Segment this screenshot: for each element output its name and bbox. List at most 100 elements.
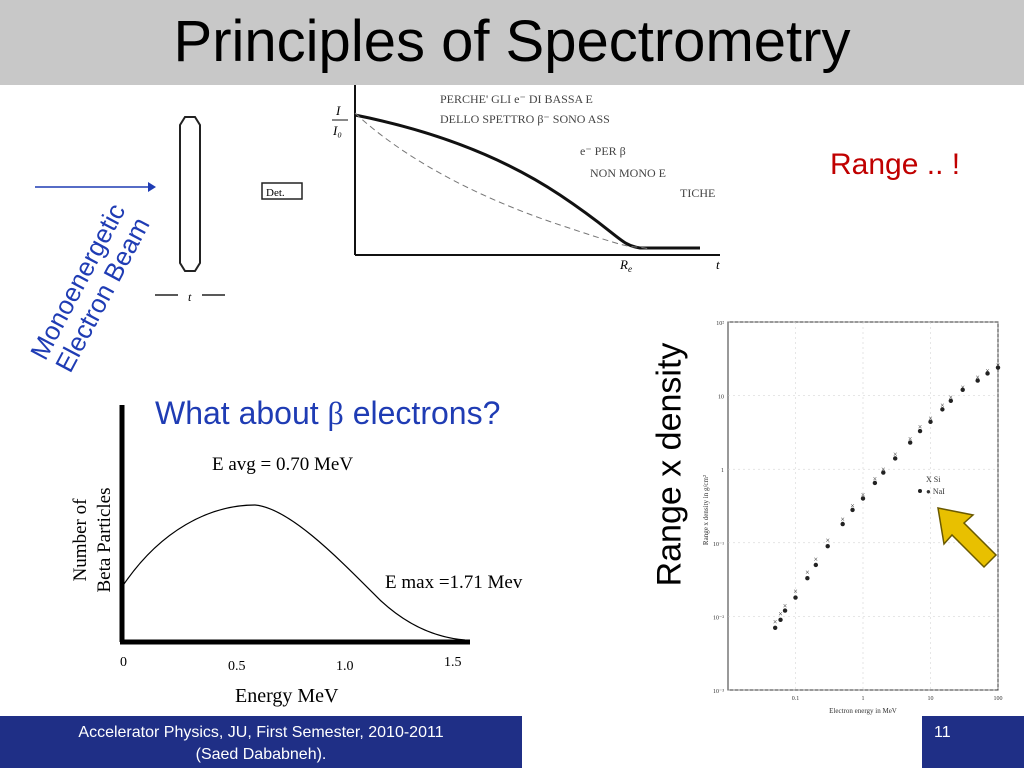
- nai-point: [840, 521, 845, 527]
- si-point: ×: [940, 401, 945, 410]
- range-note: Range .. !: [830, 148, 961, 181]
- pointer-arrow: [937, 507, 998, 569]
- si-point: ×: [908, 435, 913, 444]
- si-point: ×: [814, 555, 819, 564]
- y-tick-label: 1: [721, 468, 724, 474]
- si-point: ×: [793, 587, 798, 596]
- nai-point: [907, 440, 913, 445]
- tick-label: 1.0: [336, 659, 354, 674]
- exponential-curve: [354, 112, 651, 250]
- e-max-label: E max =1.71 Mev: [385, 572, 523, 593]
- slide-title: Principles of Spectrometry: [173, 9, 851, 74]
- y-tick-label: 10⁻¹: [713, 542, 724, 548]
- y-tick-label: 10⁻²: [713, 615, 724, 621]
- footer: Accelerator Physics, JU, First Semester,…: [0, 716, 522, 768]
- range-density-label: Range x density: [650, 342, 689, 587]
- si-point: ×: [873, 474, 878, 483]
- note-line: NON MONO E: [590, 166, 666, 180]
- si-point: ×: [773, 618, 778, 627]
- nai-point: [995, 365, 1001, 370]
- absorber-slab: [179, 116, 201, 272]
- handwritten-notes: PERCHE' GLI e⁻ DI BASSA E DELLO SPETTRO …: [440, 92, 715, 200]
- si-point: ×: [850, 502, 855, 511]
- beta-question: What about β electrons?: [155, 395, 501, 431]
- chart-xlabel: Electron energy in MeV: [829, 707, 897, 715]
- transmission-curve: [354, 113, 700, 250]
- si-point: ×: [778, 609, 783, 618]
- detector-box: [261, 182, 303, 200]
- si-point: ×: [825, 536, 830, 545]
- nai-point: [813, 562, 819, 568]
- spectrum-y-label-1: Number of: [70, 498, 91, 582]
- si-point: ×: [893, 450, 898, 459]
- si-point: ×: [928, 414, 933, 423]
- nai-point: [985, 371, 990, 376]
- transmission-sketch: t Det. I I₀ Re t PERCHE' GLI e⁻ DI BASSA…: [35, 85, 720, 304]
- y-tick-label: 10²: [716, 321, 724, 327]
- note-line: e⁻ PER β: [580, 144, 626, 158]
- beta-symbol: β: [327, 395, 344, 431]
- y-tick-label: 10: [718, 395, 724, 401]
- si-point: ×: [783, 602, 788, 611]
- y-tick-label: 10⁻³: [713, 689, 724, 695]
- nai-point: [960, 387, 965, 392]
- thickness-label: t: [188, 290, 192, 304]
- x-tick-label: 10: [928, 696, 934, 702]
- spectrum-curve: [121, 504, 466, 641]
- x-label-t: t: [716, 257, 720, 272]
- tick-label: 0: [120, 655, 127, 670]
- nai-point: [975, 378, 980, 383]
- tick-label: 0.5: [228, 659, 246, 674]
- nai-point: [860, 496, 866, 501]
- chart-marks: ××××××××××××××××××××××: [772, 361, 1001, 631]
- beta-spectrum: Number of Beta Particles E avg = 0.70 Me…: [70, 405, 523, 707]
- nai-point: [850, 507, 855, 513]
- spectrum-y-label-2: Beta Particles: [94, 488, 115, 593]
- nai-point: [893, 456, 898, 461]
- si-point: ×: [861, 491, 866, 500]
- nai-point: [928, 419, 933, 425]
- si-point: ×: [975, 373, 980, 382]
- beam-arrowhead: [148, 182, 156, 192]
- chart-ticks: 10⁻³ 10⁻² 10⁻¹ 1 10 10² 0.1 1 10 100: [713, 321, 1002, 702]
- x-tick-label: 1: [862, 696, 865, 702]
- nai-point: [825, 543, 830, 549]
- nai-point: [772, 625, 778, 631]
- chart-grid: [728, 321, 999, 691]
- x-tick-label: 0.1: [792, 696, 800, 702]
- si-point: ×: [881, 465, 886, 474]
- tick-label: 1.5: [444, 655, 462, 670]
- chart-ylabel: Range x density in g/cm²: [702, 475, 710, 545]
- re-label: Re: [619, 257, 632, 274]
- nai-point: [805, 576, 810, 581]
- nai-point: [778, 617, 783, 622]
- y-label-i0: I₀: [332, 123, 342, 138]
- footer-line1: Accelerator Physics, JU, First Semester,…: [78, 724, 444, 741]
- legend-nai: ● NaI: [926, 487, 945, 496]
- nai-point: [940, 407, 945, 412]
- y-label-i: I: [335, 103, 341, 118]
- title-bar: [0, 0, 1024, 85]
- note-line: PERCHE' GLI e⁻ DI BASSA E: [440, 92, 593, 106]
- si-point: ×: [918, 423, 923, 432]
- e-avg-label: E avg = 0.70 MeV: [212, 454, 353, 475]
- spectrum-x-label: Energy MeV: [235, 685, 339, 707]
- nai-point: [782, 608, 788, 613]
- si-point: ×: [840, 515, 845, 524]
- page-number: 11: [922, 716, 1024, 768]
- note-line: DELLO SPETTRO β⁻ SONO ASS: [440, 112, 610, 126]
- nai-point: [872, 480, 878, 486]
- si-point: ×: [805, 568, 810, 577]
- si-point: ×: [949, 393, 954, 402]
- footer-line2: (Saed Dababneh).: [195, 746, 327, 763]
- si-point: ×: [985, 366, 990, 375]
- nai-point: [793, 595, 798, 600]
- nai-point: [881, 470, 886, 475]
- nai-point: [948, 398, 954, 403]
- nai-point: [917, 428, 923, 434]
- legend-nai-marker: [918, 489, 922, 493]
- note-line: TICHE: [680, 186, 715, 200]
- legend-si: X Si: [926, 475, 941, 484]
- x-tick-label: 100: [994, 696, 1003, 702]
